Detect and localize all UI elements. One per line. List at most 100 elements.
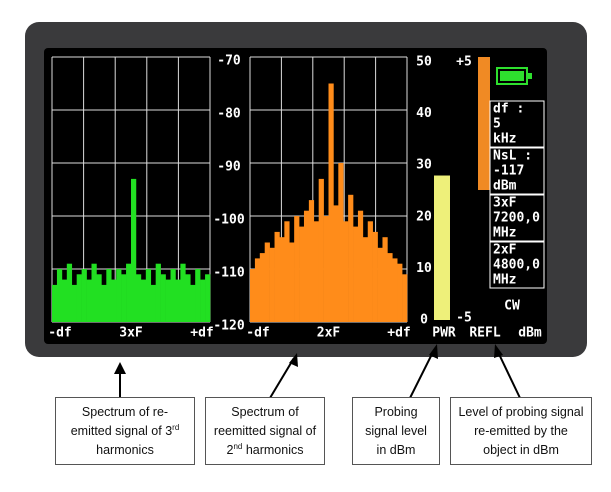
arrow [269, 357, 295, 399]
spectrum-bar [313, 221, 319, 322]
spectrum-bar [96, 274, 102, 322]
spectrum-bar [402, 274, 408, 322]
spectrum-bar [254, 258, 261, 322]
y-tick-label: -120 [213, 319, 244, 334]
spectrum-bar [175, 279, 181, 322]
spectrum-bar [71, 284, 77, 322]
info-text: -117 [493, 164, 524, 179]
spectrum-bar [289, 242, 295, 322]
arrow-head [429, 344, 438, 359]
spectrum-bar [66, 263, 73, 322]
y-tick-label: -70 [217, 54, 241, 69]
spectrum-bar [131, 178, 137, 322]
spectrum-bar [377, 247, 383, 322]
spectrum-bar [205, 274, 211, 322]
spectrum-bar [145, 269, 152, 322]
spectrum-bar [200, 279, 206, 322]
pwr-tick-label: 40 [416, 106, 432, 121]
spectrum-bar [195, 269, 201, 322]
spectrum-bar [308, 200, 315, 322]
callout: Spectrum of reemitted signal of 2nd harm… [205, 397, 325, 465]
spectrum-bar [343, 221, 349, 322]
battery-tip [528, 73, 532, 79]
callout-text-after: harmonics [96, 442, 154, 457]
battery [496, 67, 528, 85]
arrow-head [114, 362, 126, 374]
spectrum-bar [318, 178, 324, 322]
refl-bar [478, 57, 490, 190]
arrow [497, 351, 521, 399]
info-text: df : [493, 102, 524, 117]
info-box [489, 194, 545, 242]
x-label: 2xF [317, 326, 341, 341]
spectrum-bar [382, 237, 388, 322]
y-tick-label: -100 [213, 213, 244, 228]
info-text: 7200,0 [493, 211, 540, 226]
x-label: +df [387, 326, 410, 341]
refl-tick-label: +5 [456, 55, 472, 70]
pwr-tick-label: 20 [416, 209, 432, 224]
x-label: -df [48, 326, 71, 341]
spectrum-bar [56, 269, 63, 322]
spectrum-bar [180, 263, 186, 322]
spectrum-bar [160, 274, 166, 322]
callout: Probing signal level in dBm [352, 397, 440, 465]
y-tick-label: -110 [213, 266, 244, 281]
spectrum-bar [185, 274, 191, 322]
callout: Level of probing signal re-emitted by th… [450, 397, 592, 465]
spectrum-bar [165, 279, 171, 322]
callout-text: Spectrum of re-emitted signal of 3 [70, 404, 173, 438]
callout: Spectrum of re-emitted signal of 3rd har… [55, 397, 195, 465]
spectrum-bar [101, 284, 107, 322]
spectrum-bar [264, 242, 270, 322]
spectrum-bar [250, 269, 256, 322]
refl-tick-label: -5 [456, 311, 472, 326]
y-tick-label: -80 [217, 107, 241, 122]
info-text: 3xF [493, 196, 517, 211]
spectrum-bar [387, 253, 393, 322]
pwr-tick-label: 0 [420, 313, 428, 328]
callout-text: Spectrum of re-emitted signal of 3rd har… [62, 403, 188, 460]
spectrum-bar [274, 231, 280, 322]
spectrum-bar [269, 247, 275, 322]
spectrum-bar [284, 221, 290, 322]
spectrum-bar [121, 274, 127, 322]
pwr-bar [434, 175, 450, 320]
spectrum-bar [52, 284, 58, 322]
spectrum-bar [397, 263, 403, 322]
spectrum-bar [135, 274, 142, 322]
spectrum-bar [357, 210, 364, 322]
info-box [489, 147, 545, 195]
spectrum-bar [190, 284, 196, 322]
info-text: 4800,0 [493, 258, 540, 273]
arrow-head [494, 344, 503, 358]
pwr-tick-label: 30 [416, 158, 432, 173]
x-label: -df [246, 326, 269, 341]
callout-text: Level of probing signal re-emitted by th… [457, 403, 585, 460]
callout-text: Spectrum of reemitted signal of 2 [213, 404, 317, 457]
info-text: NsL : [493, 149, 532, 164]
x-label: 3xF [119, 326, 143, 341]
callout-sup: rd [172, 422, 180, 432]
spectrum-bar [259, 253, 266, 322]
pwr-tick-label: 10 [416, 261, 432, 276]
spectrum-bar [140, 279, 147, 322]
spectrum-bar [348, 194, 354, 322]
spectrum-bar [61, 279, 68, 322]
spectrum-bar [126, 263, 132, 322]
info-text: 5 [493, 117, 501, 132]
spectrum-bar [106, 269, 112, 322]
callout-text: Spectrum of reemitted signal of 2nd harm… [212, 403, 318, 460]
info-text: dBm [493, 179, 517, 194]
callout-text: Probing signal level in dBm [365, 404, 427, 457]
info-box [489, 241, 545, 289]
spectrum-bar [294, 216, 300, 322]
spectrum-bar [150, 284, 156, 322]
pwr-tick-label: 50 [416, 55, 432, 70]
mode: CW [504, 299, 520, 314]
spectrum-bar [333, 205, 339, 322]
y-tick-label: -90 [217, 160, 241, 175]
callout-text-after: harmonics [242, 442, 304, 457]
